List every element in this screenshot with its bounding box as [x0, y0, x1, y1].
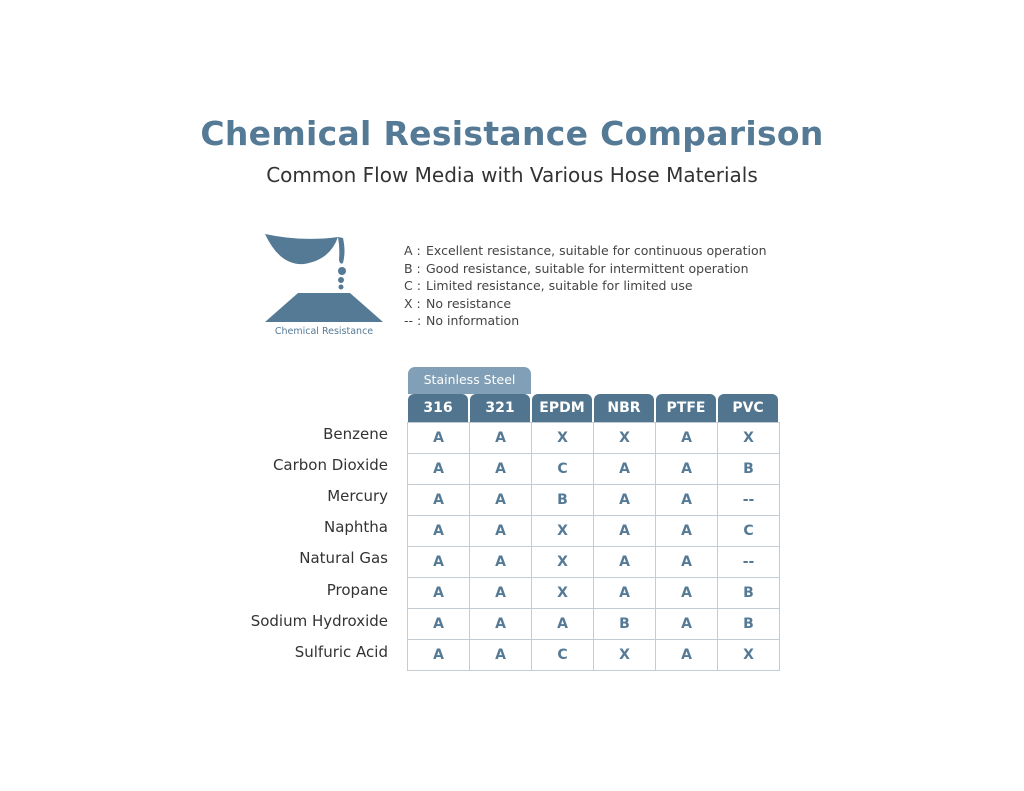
row-label: Sodium Hydroxide	[250, 611, 388, 630]
table-cell: A	[407, 453, 470, 485]
legend-item: X : No resistance	[404, 295, 767, 313]
table-cell: C	[531, 453, 594, 485]
table-cell: A	[407, 577, 470, 609]
table-cell: X	[717, 422, 780, 454]
legend-text: No information	[426, 313, 520, 329]
table-cell: A	[655, 453, 718, 485]
table-cell: A	[469, 422, 532, 454]
table-cell: B	[593, 608, 656, 640]
table-cell: B	[717, 608, 780, 640]
table-cell: A	[655, 484, 718, 516]
chemical-resistance-icon	[265, 234, 383, 322]
legend-key: X :	[404, 295, 421, 311]
table-row: A A X A A --	[407, 546, 780, 578]
table-cell: A	[655, 422, 718, 454]
resistance-table: A A X X A X A A C A A B A A B A A -- A A X A A C A A X A A -- A A X A A B A A…	[407, 422, 780, 671]
table-cell: A	[407, 484, 470, 516]
table-cell: A	[407, 546, 470, 578]
table-cell: B	[717, 577, 780, 609]
legend-item: C : Limited resistance, suitable for limi…	[404, 277, 767, 295]
legend-text: Excellent resistance, suitable for conti…	[426, 243, 767, 258]
table-cell: A	[407, 639, 470, 671]
table-cell: A	[655, 546, 718, 578]
table-cell: A	[407, 422, 470, 454]
table-cell: X	[531, 515, 594, 547]
legend-text: No resistance	[426, 295, 512, 311]
legend-key: C :	[404, 278, 421, 294]
table-cell: B	[531, 484, 594, 516]
group-header-stainless-steel: Stainless Steel	[408, 367, 531, 394]
table-cell: A	[655, 639, 718, 671]
table-cell: A	[655, 577, 718, 609]
table-row: A A B A A --	[407, 484, 780, 516]
table-cell: A	[655, 608, 718, 640]
row-label: Carbon Dioxide	[272, 456, 388, 475]
table-cell: X	[531, 577, 594, 609]
table-cell: X	[717, 639, 780, 671]
row-label: Natural Gas	[299, 549, 388, 568]
table-cell: A	[593, 577, 656, 609]
table-cell: A	[469, 515, 532, 547]
row-label: Propane	[326, 580, 388, 599]
table-cell: X	[593, 422, 656, 454]
column-header: EPDM	[532, 394, 592, 422]
row-label: Mercury	[327, 487, 388, 506]
icon-label: Chemical Resistance	[274, 326, 374, 337]
legend: A : Excellent resistance, suitable for co…	[404, 242, 767, 330]
table-cell: A	[407, 515, 470, 547]
table-cell: A	[469, 608, 532, 640]
legend-key: B :	[404, 260, 421, 276]
table-cell: A	[593, 546, 656, 578]
table-cell: A	[469, 577, 532, 609]
legend-item: A : Excellent resistance, suitable for co…	[404, 242, 767, 260]
table-cell: X	[593, 639, 656, 671]
table-cell: B	[717, 453, 780, 485]
legend-item: B : Good resistance, suitable for intermi…	[404, 260, 767, 278]
row-label: Naphtha	[323, 518, 388, 537]
row-label: Sulfuric Acid	[294, 642, 388, 661]
legend-key: A :	[404, 243, 421, 258]
table-cell: --	[717, 484, 780, 516]
page-subtitle: Common Flow Media with Various Hose Mate…	[266, 163, 758, 187]
table-cell: A	[469, 484, 532, 516]
legend-key: -- :	[404, 313, 422, 329]
table-cell: A	[593, 453, 656, 485]
table-cell: C	[531, 639, 594, 671]
column-header: PTFE	[656, 394, 716, 422]
column-header: PVC	[718, 394, 778, 422]
table-cell: C	[717, 515, 780, 547]
table-cell: A	[593, 515, 656, 547]
column-header: 316	[408, 394, 468, 422]
legend-item: -- : No information	[404, 312, 767, 330]
page-title: Chemical Resistance Comparison	[200, 114, 824, 153]
legend-text: Good resistance, suitable for intermitte…	[426, 260, 749, 276]
table-cell: A	[469, 453, 532, 485]
table-cell: A	[531, 608, 594, 640]
table-cell: A	[593, 484, 656, 516]
table-cell: A	[469, 639, 532, 671]
table-cell: X	[531, 422, 594, 454]
table-cell: --	[717, 546, 780, 578]
row-label: Benzene	[323, 425, 388, 443]
legend-text: Limited resistance, suitable for limited…	[426, 278, 693, 294]
table-cell: X	[531, 546, 594, 578]
table-cell: A	[407, 608, 470, 640]
column-header: 321	[470, 394, 530, 422]
column-header: NBR	[594, 394, 654, 422]
table-cell: A	[655, 515, 718, 547]
table-cell: A	[469, 546, 532, 578]
